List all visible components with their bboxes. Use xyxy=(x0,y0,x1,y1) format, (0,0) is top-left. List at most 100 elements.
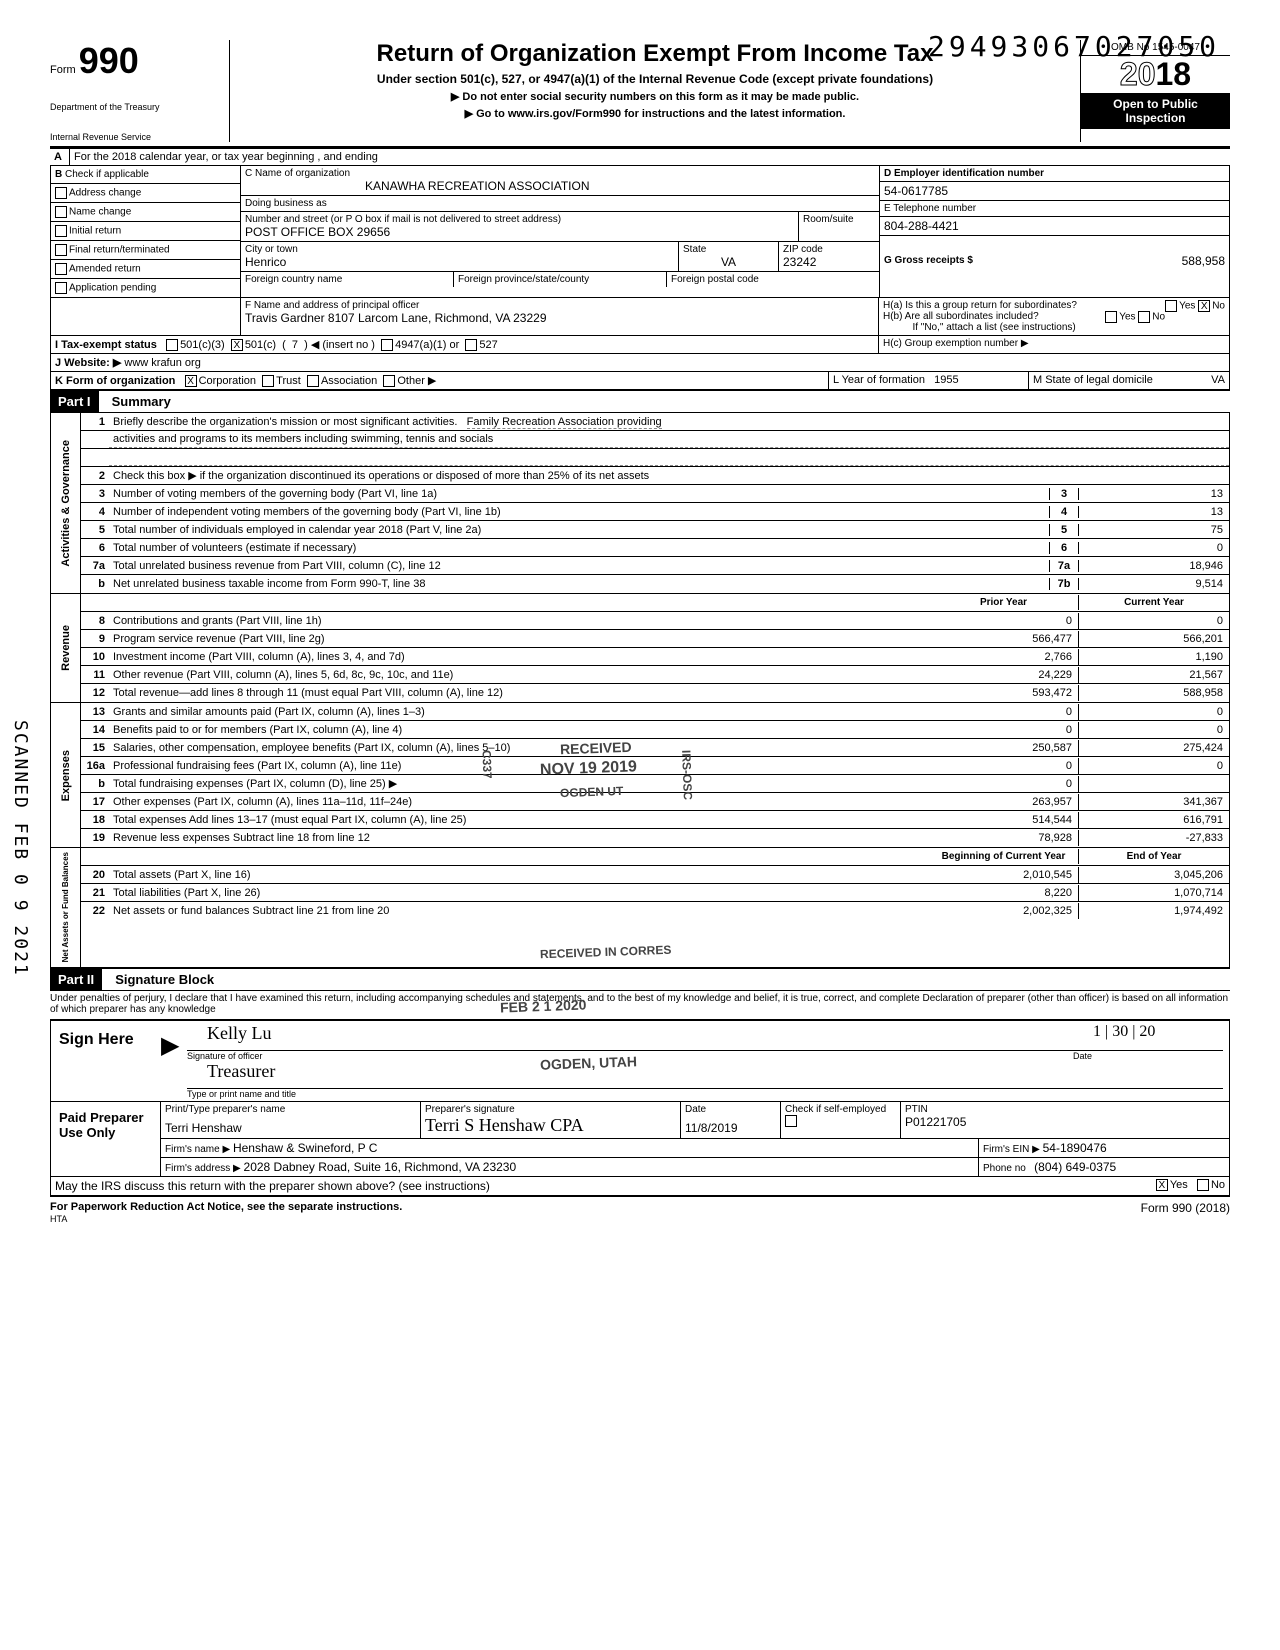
ein-label: D Employer identification number xyxy=(884,168,1225,179)
website-label: J Website: ▶ xyxy=(55,357,121,369)
chk-initial[interactable] xyxy=(55,225,67,237)
ha-no[interactable]: X xyxy=(1198,300,1210,312)
ein-value: 54-0617785 xyxy=(884,184,1225,198)
hb-label: H(b) Are all subordinates included? xyxy=(883,311,1039,322)
discuss-yes[interactable]: X xyxy=(1156,1179,1168,1191)
sign-here-label: Sign Here xyxy=(51,1021,161,1101)
chk-address[interactable] xyxy=(55,187,67,199)
website-value: www krafun org xyxy=(124,357,200,369)
chk-corp[interactable]: X xyxy=(185,375,197,387)
part1-header: Part I xyxy=(50,391,99,412)
addr-label: Number and street (or P O box if mail is… xyxy=(245,214,794,225)
hc-label: H(c) Group exemption number ▶ xyxy=(879,336,1229,353)
hb-yes[interactable] xyxy=(1105,311,1117,323)
summary-row: 8Contributions and grants (Part VIII, li… xyxy=(81,612,1229,630)
form-warn: ▶ Do not enter social security numbers o… xyxy=(240,90,1070,103)
summary-row: bTotal fundraising expenses (Part IX, co… xyxy=(81,775,1229,793)
prior-year-hdr: Prior Year xyxy=(929,595,1079,610)
firm-name: Henshaw & Swineford, P C xyxy=(233,1141,378,1155)
state-domicile: VA xyxy=(1211,374,1225,386)
form-label: Form xyxy=(50,64,76,76)
officer-value: Travis Gardner 8107 Larcom Lane, Richmon… xyxy=(245,311,874,325)
zip-label: ZIP code xyxy=(783,244,875,255)
boy-hdr: Beginning of Current Year xyxy=(929,849,1079,864)
summary-row: 15Salaries, other compensation, employee… xyxy=(81,739,1229,757)
line1-label: Briefly describe the organization's miss… xyxy=(113,416,457,428)
summary-row: 7aTotal unrelated business revenue from … xyxy=(81,557,1229,575)
current-year-hdr: Current Year xyxy=(1079,595,1229,610)
stamp-date1: NOV 19 2019 xyxy=(540,758,638,779)
state-domicile-label: M State of legal domicile xyxy=(1033,374,1153,386)
line1-value2: activities and programs to its members i… xyxy=(109,431,1229,448)
chk-pending[interactable] xyxy=(55,282,67,294)
chk-amended[interactable] xyxy=(55,263,67,275)
stamp-received: RECEIVED xyxy=(560,739,632,757)
paid-preparer-label: Paid Preparer Use Only xyxy=(51,1102,161,1176)
line-a-text: For the 2018 calendar year, or tax year … xyxy=(70,149,1230,165)
summary-row: 19Revenue less expenses Subtract line 18… xyxy=(81,829,1229,847)
summary-row: 17Other expenses (Part IX, column (A), l… xyxy=(81,793,1229,811)
summary-row: 13Grants and similar amounts paid (Part … xyxy=(81,703,1229,721)
hb-no[interactable] xyxy=(1138,311,1150,323)
date-caption: Date xyxy=(1073,1051,1223,1061)
preparer-date: 11/8/2019 xyxy=(685,1115,776,1135)
org-city: Henrico xyxy=(245,255,674,269)
chk-527[interactable] xyxy=(465,339,477,351)
part1-title: Summary xyxy=(102,394,171,409)
firm-phone: (804) 649-0375 xyxy=(1034,1160,1116,1174)
part2-header: Part II xyxy=(50,969,102,990)
org-state: VA xyxy=(683,255,774,269)
part2-title: Signature Block xyxy=(105,972,214,987)
chk-trust[interactable] xyxy=(262,375,274,387)
fp-label: Foreign province/state/county xyxy=(458,274,662,285)
gross-label: G Gross receipts $ xyxy=(884,255,973,266)
officer-signature: Kelly Lu xyxy=(187,1023,1073,1051)
org-address: POST OFFICE BOX 29656 xyxy=(245,225,794,239)
summary-row: 12Total revenue—add lines 8 through 11 (… xyxy=(81,684,1229,702)
perjury-text: Under penalties of perjury, I declare th… xyxy=(50,990,1230,1017)
vlabel-netassets: Net Assets or Fund Balances xyxy=(59,848,72,966)
form-number: 990 xyxy=(79,40,139,81)
form-footer: Form 990 (2018) xyxy=(1141,1201,1230,1225)
chk-assoc[interactable] xyxy=(307,375,319,387)
phone-label: E Telephone number xyxy=(884,203,1225,214)
checks-column: B Check if applicable Address change Nam… xyxy=(51,166,241,297)
chk-501c3[interactable] xyxy=(166,339,178,351)
gross-value: 588,958 xyxy=(1182,254,1225,268)
dln-number: 29493067027050 xyxy=(928,30,1220,63)
vlabel-governance: Activities & Governance xyxy=(58,436,74,571)
chk-other[interactable] xyxy=(383,375,395,387)
officer-label: F Name and address of principal officer xyxy=(245,300,874,311)
ptin-value: P01221705 xyxy=(905,1115,1225,1129)
city-label: City or town xyxy=(245,244,674,255)
summary-row: 4Number of independent voting members of… xyxy=(81,503,1229,521)
vlabel-revenue: Revenue xyxy=(58,621,74,675)
summary-row: 10Investment income (Part VIII, column (… xyxy=(81,648,1229,666)
summary-row: 16aProfessional fundraising fees (Part I… xyxy=(81,757,1229,775)
hb-note: If "No," attach a list (see instructions… xyxy=(883,322,1225,333)
org-name: KANAWHA RECREATION ASSOCIATION xyxy=(245,179,875,193)
chk-name[interactable] xyxy=(55,206,67,218)
chk-4947[interactable] xyxy=(381,339,393,351)
title-caption: Type or print name and title xyxy=(187,1089,1223,1099)
summary-row: 5Total number of individuals employed in… xyxy=(81,521,1229,539)
stamp-irs-osc: IRS-OSC xyxy=(679,750,695,800)
form-goto: ▶ Go to www.irs.gov/Form990 for instruct… xyxy=(240,107,1070,120)
chk-final[interactable] xyxy=(55,244,67,256)
chk-501c[interactable]: X xyxy=(231,339,243,351)
org-name-label: C Name of organization xyxy=(245,168,875,179)
ha-yes[interactable] xyxy=(1165,300,1177,312)
year-formation-label: L Year of formation xyxy=(833,374,925,386)
preparer-signature: Terri S Henshaw CPA xyxy=(425,1115,676,1136)
hta-label: HTA xyxy=(50,1214,67,1224)
firm-address: 2028 Dabney Road, Suite 16, Richmond, VA… xyxy=(244,1160,517,1174)
form-subtitle: Under section 501(c), 527, or 4947(a)(1)… xyxy=(240,72,1070,86)
year-formation: 1955 xyxy=(934,374,958,386)
chk-self-employed[interactable] xyxy=(785,1115,797,1127)
stamp-ogden: OGDEN UT xyxy=(560,784,624,800)
stamp-date2: FEB 2 1 2020 xyxy=(500,996,587,1015)
discuss-no[interactable] xyxy=(1197,1179,1209,1191)
summary-row: 14Benefits paid to or for members (Part … xyxy=(81,721,1229,739)
stamp-ogden2: OGDEN, UTAH xyxy=(540,1053,637,1072)
eoy-hdr: End of Year xyxy=(1079,849,1229,864)
